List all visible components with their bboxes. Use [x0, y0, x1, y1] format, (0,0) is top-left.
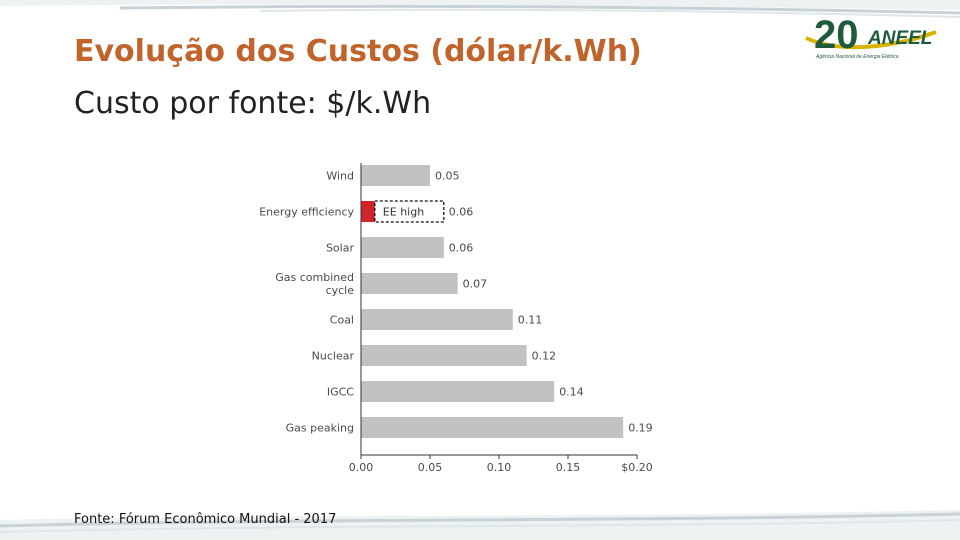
logo-swoosh	[805, 30, 937, 50]
bar-energy-efficiency-low	[361, 201, 375, 222]
cost-bar-chart: Wind 0.05 Energy efficiency EE high 0.06 Sola…	[240, 155, 670, 475]
category-label: Nuclear	[312, 350, 355, 363]
x-tick-label: 0.10	[487, 461, 512, 474]
chart-svg: Wind 0.05 Energy efficiency EE high 0.06 Sola…	[259, 163, 653, 474]
slide-title: Evolução dos Custos (dólar/k.Wh)	[74, 34, 642, 69]
value-label: 0.07	[463, 278, 488, 291]
ee-high-label: EE high	[383, 206, 424, 219]
bar	[361, 417, 624, 438]
x-tick-label: $0.20	[621, 461, 653, 474]
logo-number: 20	[814, 13, 859, 57]
aneel-logo: 20 ANEEL	[805, 13, 937, 57]
bar	[361, 273, 458, 294]
value-label: 0.14	[559, 386, 584, 399]
value-label: 0.12	[532, 350, 557, 363]
category-label: Gas combined	[275, 271, 354, 284]
category-label: Solar	[326, 242, 355, 255]
source-note: Fonte: Fórum Econômico Mundial - 2017	[74, 512, 337, 527]
logo-tagline: Agência Nacional de Energia Elétrica	[816, 54, 899, 60]
category-label: Energy efficiency	[259, 206, 354, 219]
bar	[361, 309, 513, 330]
category-label: IGCC	[327, 386, 354, 399]
logo-brand: ANEEL	[867, 28, 932, 49]
bottom-decor-band	[0, 510, 960, 540]
category-label: Coal	[330, 314, 354, 327]
bar	[361, 381, 555, 402]
slide-subtitle: Custo por fonte: $/k.Wh	[74, 86, 432, 121]
value-label: 0.11	[518, 314, 543, 327]
category-label: cycle	[326, 284, 355, 297]
value-label: 0.06	[449, 242, 474, 255]
x-tick-label: 0.00	[349, 461, 374, 474]
value-label: 0.05	[435, 170, 460, 183]
bar	[361, 345, 527, 366]
top-decor-band	[0, 0, 960, 18]
x-tick-label: 0.15	[556, 461, 581, 474]
x-tick-label: 0.05	[418, 461, 443, 474]
bar	[361, 165, 430, 186]
value-label: 0.06	[449, 206, 474, 219]
value-label: 0.19	[628, 422, 653, 435]
bar	[361, 237, 444, 258]
category-label: Wind	[326, 170, 354, 183]
category-label: Gas peaking	[286, 422, 354, 435]
